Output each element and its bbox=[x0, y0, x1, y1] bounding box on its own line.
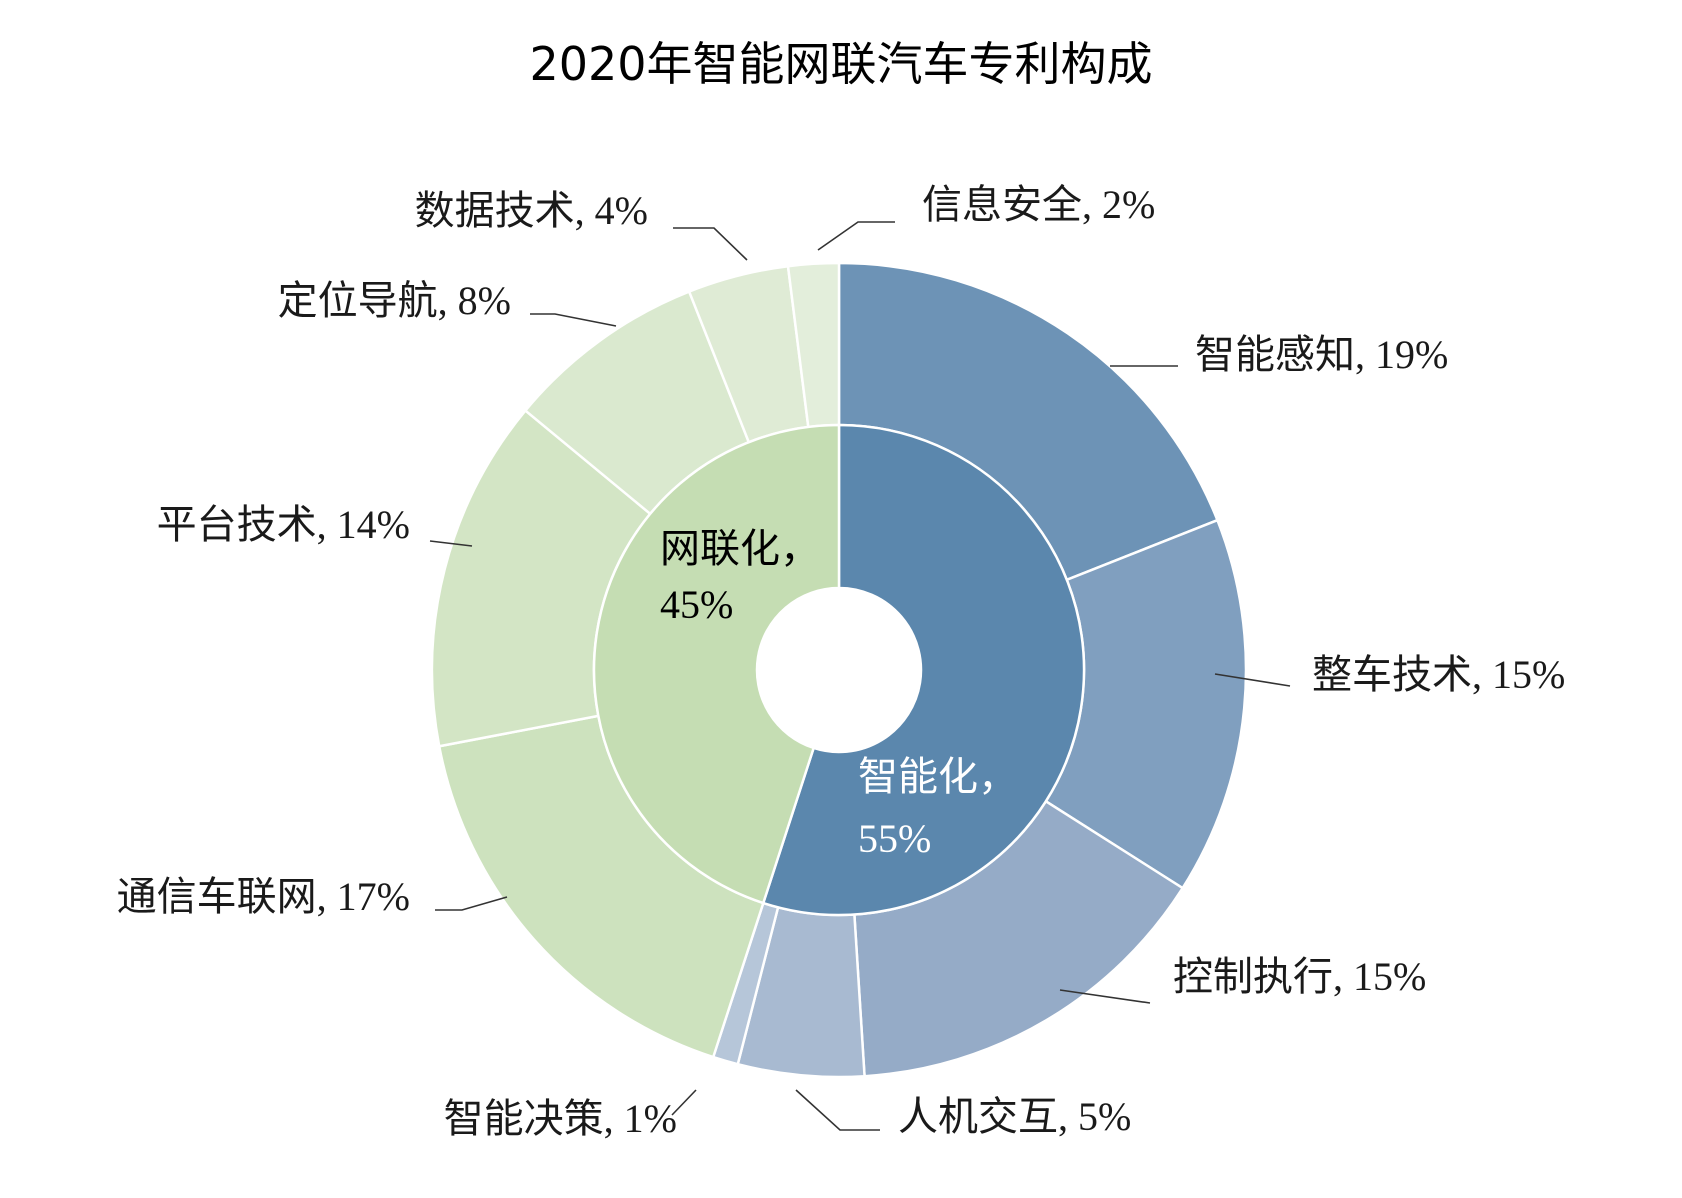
inner-label-1-name: 智能化， bbox=[858, 754, 1018, 799]
outer-label-7: 平台技术, 14% bbox=[157, 502, 410, 547]
outer-labels: 智能感知, 19% 整车技术, 15% 控制执行, 15% 人机交互, 5% 智能决策,… bbox=[117, 182, 1566, 1141]
leader-line-9 bbox=[673, 227, 748, 261]
outer-label-4: 人机交互, 5% bbox=[898, 1094, 1131, 1139]
inner-label-2-name: 网联化， bbox=[660, 526, 820, 571]
outer-label-1: 智能感知, 19% bbox=[1195, 332, 1448, 377]
inner-labels: 智能化， 55% 网联化， 45% bbox=[660, 526, 1018, 861]
outer-label-2: 整车技术, 15% bbox=[1312, 652, 1565, 697]
leader-lines bbox=[429, 221, 1291, 1131]
inner-ring bbox=[592, 423, 1086, 917]
leader-line-8 bbox=[530, 313, 617, 327]
outer-label-8: 定位导航, 8% bbox=[278, 278, 511, 323]
leader-line-3 bbox=[1059, 989, 1151, 1004]
leader-line-5 bbox=[671, 1089, 697, 1116]
inner-label-2-percent: 45% bbox=[660, 582, 733, 627]
leader-line-4 bbox=[795, 1089, 880, 1131]
leader-line-7 bbox=[429, 540, 473, 547]
chart-title: 2020年智能网联汽车专利构成 bbox=[529, 37, 1153, 91]
center-hole bbox=[757, 588, 921, 752]
outer-label-10: 信息安全, 2% bbox=[922, 182, 1155, 227]
leader-line-2 bbox=[1214, 673, 1291, 687]
leader-line-6 bbox=[435, 896, 508, 911]
inner-label-1-percent: 55% bbox=[858, 816, 931, 861]
outer-label-6: 通信车联网, 17% bbox=[117, 874, 410, 919]
outer-label-5: 智能决策, 1% bbox=[444, 1096, 677, 1141]
leader-line-10 bbox=[817, 221, 895, 251]
outer-label-3: 控制执行, 15% bbox=[1173, 954, 1426, 999]
outer-label-9: 数据技术, 4% bbox=[415, 188, 648, 233]
